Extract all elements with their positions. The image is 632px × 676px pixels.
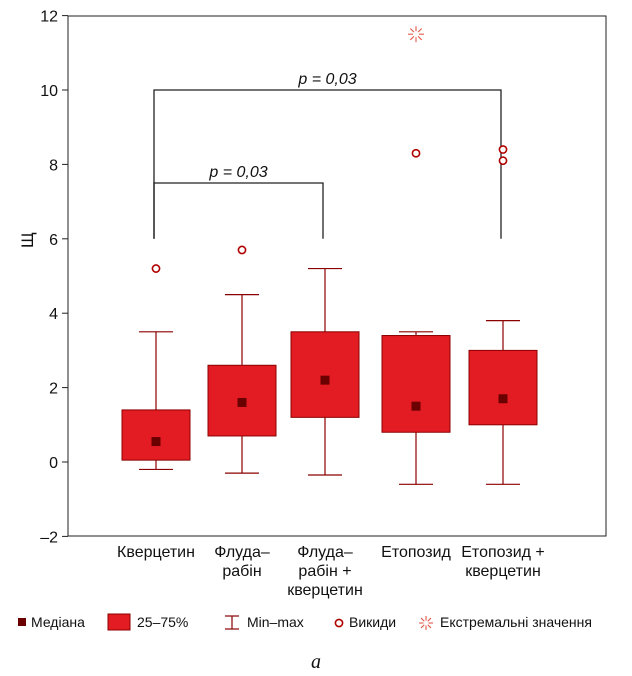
- extreme-ray: [427, 624, 432, 629]
- panel-label: а: [311, 651, 321, 673]
- box-iqr: [121, 409, 191, 461]
- legend-outlier-label: Викиди: [349, 614, 396, 630]
- outlier-point: [498, 145, 508, 154]
- extreme-ray: [417, 35, 423, 41]
- box-group: [381, 26, 451, 485]
- legend-extreme-label: Екстремальні значення: [440, 614, 592, 630]
- median-marker: [237, 397, 247, 407]
- category-label-line: Етопозид +: [461, 544, 545, 561]
- outlier-point: [237, 245, 247, 255]
- legend-median-swatch: [18, 618, 26, 626]
- extreme-ray: [417, 28, 423, 33]
- box-iqr: [290, 331, 360, 418]
- p-value-label: p = 0,03: [208, 164, 267, 181]
- box-group: [207, 245, 277, 474]
- extreme-ray: [409, 28, 415, 33]
- category-label: Етопозид + кверцетин: [461, 544, 545, 580]
- outlier-point: [498, 156, 508, 166]
- box-group: [290, 267, 360, 476]
- box-group: [121, 264, 191, 471]
- p-value-label: p = 0,03: [297, 71, 356, 88]
- extreme-ray: [420, 624, 425, 629]
- median-marker: [498, 394, 508, 404]
- category-label-line: кверцетин: [465, 563, 541, 580]
- y-tick-label: 6: [49, 232, 58, 249]
- legend: Медіана 25–75% Min–max Викиди Екстремальні з…: [18, 613, 592, 631]
- significance-bracket: [153, 89, 502, 239]
- box-group: [468, 145, 538, 485]
- median-marker: [411, 401, 421, 411]
- y-axis-label: Щ: [18, 232, 37, 248]
- category-label-line: рабін: [222, 563, 261, 580]
- y-tick-label: –2: [40, 529, 58, 546]
- category-label-line: Етопозид: [381, 544, 451, 561]
- y-tick-label: 10: [40, 83, 58, 100]
- outlier-point: [411, 148, 421, 158]
- legend-median-label: Медіана: [31, 614, 85, 630]
- x-axis-categories: Кверцетин Флуда– рабін Флуда– рабін + кверцет…: [117, 544, 545, 599]
- legend-extreme-swatch: [419, 616, 433, 630]
- category-label: Кверцетин: [117, 544, 195, 561]
- y-tick-label: 2: [49, 381, 58, 398]
- extreme-ray: [420, 617, 425, 622]
- extreme-point: [408, 26, 424, 43]
- category-label: Флуда– рабін: [214, 544, 270, 580]
- category-label-line: Кверцетин: [117, 544, 195, 561]
- extreme-ray: [409, 35, 415, 41]
- box-iqr: [468, 349, 538, 426]
- y-tick-label: 0: [49, 455, 58, 472]
- plot-frame: [67, 15, 607, 537]
- legend-outlier-swatch: [334, 618, 344, 628]
- category-label-line: кверцетин: [287, 582, 363, 599]
- y-tick-label: 12: [40, 9, 58, 26]
- median-marker: [320, 375, 330, 385]
- category-label-line: Флуда–: [214, 544, 270, 561]
- category-label: Флуда– рабін + кверцетин: [287, 544, 363, 599]
- category-label-line: рабін +: [298, 563, 351, 580]
- outlier-point: [151, 264, 161, 273]
- category-label: Етопозид: [381, 544, 451, 561]
- y-axis: –2 0 2 4 6 8 10 12: [40, 9, 68, 546]
- y-tick-label: 8: [49, 157, 58, 174]
- legend-box-swatch: [107, 613, 131, 631]
- median-marker: [151, 437, 161, 447]
- legend-whisker-label: Min–max: [247, 614, 304, 630]
- box-iqr: [381, 335, 451, 433]
- legend-box-label: 25–75%: [137, 614, 188, 630]
- category-label-line: Флуда–: [297, 544, 353, 561]
- y-tick-label: 4: [49, 306, 58, 323]
- significance-brackets: p = 0,03 p = 0,03: [153, 71, 502, 239]
- significance-bracket: [153, 182, 324, 239]
- box-series: [121, 26, 538, 485]
- extreme-ray: [427, 617, 432, 622]
